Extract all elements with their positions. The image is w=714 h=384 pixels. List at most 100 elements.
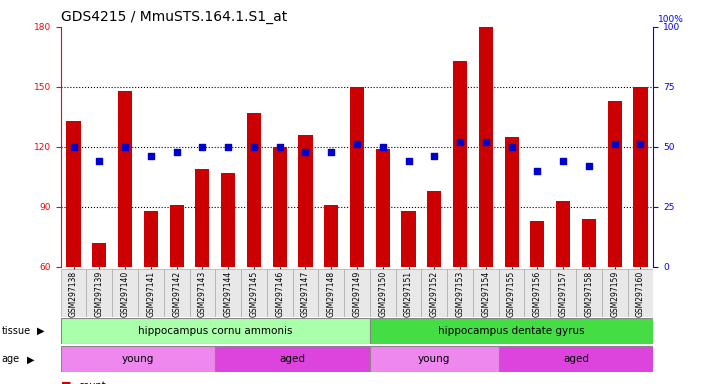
Point: [274, 144, 286, 150]
Point: [558, 158, 569, 164]
Bar: [196, 169, 209, 267]
FancyBboxPatch shape: [473, 269, 498, 317]
FancyBboxPatch shape: [447, 269, 473, 317]
FancyBboxPatch shape: [498, 346, 653, 372]
FancyBboxPatch shape: [112, 269, 138, 317]
FancyBboxPatch shape: [421, 269, 447, 317]
FancyBboxPatch shape: [61, 318, 370, 344]
Point: [351, 141, 363, 147]
FancyBboxPatch shape: [61, 269, 86, 317]
Text: GSM297152: GSM297152: [430, 271, 439, 317]
Text: GSM297150: GSM297150: [378, 271, 387, 318]
Text: young: young: [122, 354, 154, 364]
FancyBboxPatch shape: [576, 269, 602, 317]
Point: [428, 154, 440, 160]
Bar: [221, 173, 235, 267]
Text: GSM297153: GSM297153: [456, 271, 465, 318]
Text: GSM297157: GSM297157: [558, 271, 568, 318]
Point: [300, 149, 311, 155]
FancyBboxPatch shape: [61, 346, 216, 372]
Point: [454, 139, 466, 145]
FancyBboxPatch shape: [267, 269, 293, 317]
Bar: [582, 219, 596, 267]
FancyBboxPatch shape: [370, 346, 498, 372]
FancyBboxPatch shape: [498, 269, 525, 317]
Bar: [66, 121, 81, 267]
Point: [68, 144, 79, 150]
Text: tissue: tissue: [1, 326, 31, 336]
Bar: [118, 91, 132, 267]
Bar: [479, 25, 493, 267]
Text: GSM297142: GSM297142: [172, 271, 181, 317]
FancyBboxPatch shape: [216, 269, 241, 317]
Text: GSM297154: GSM297154: [481, 271, 491, 318]
Text: GSM297155: GSM297155: [507, 271, 516, 318]
FancyBboxPatch shape: [344, 269, 370, 317]
FancyBboxPatch shape: [396, 269, 421, 317]
Point: [532, 168, 543, 174]
Text: GSM297148: GSM297148: [327, 271, 336, 317]
Point: [635, 141, 646, 147]
Point: [480, 139, 491, 145]
Point: [403, 158, 414, 164]
Text: GSM297160: GSM297160: [636, 271, 645, 318]
Point: [145, 154, 156, 160]
Point: [223, 144, 234, 150]
Text: GSM297151: GSM297151: [404, 271, 413, 317]
Text: ■: ■: [61, 381, 71, 384]
Bar: [505, 137, 518, 267]
Text: GSM297149: GSM297149: [353, 271, 361, 318]
Bar: [401, 211, 416, 267]
Bar: [298, 135, 313, 267]
Bar: [273, 147, 287, 267]
Bar: [247, 113, 261, 267]
FancyBboxPatch shape: [370, 318, 653, 344]
Text: GDS4215 / MmuSTS.164.1.S1_at: GDS4215 / MmuSTS.164.1.S1_at: [61, 10, 287, 23]
Text: GSM297158: GSM297158: [584, 271, 593, 317]
Text: aged: aged: [280, 354, 306, 364]
Text: GSM297138: GSM297138: [69, 271, 78, 317]
Point: [196, 144, 208, 150]
FancyBboxPatch shape: [525, 269, 550, 317]
Bar: [531, 221, 545, 267]
Point: [609, 141, 620, 147]
Bar: [633, 87, 648, 267]
Point: [171, 149, 182, 155]
Text: ▶: ▶: [27, 354, 35, 364]
FancyBboxPatch shape: [216, 346, 370, 372]
Bar: [144, 211, 158, 267]
Bar: [556, 201, 570, 267]
Text: GSM297159: GSM297159: [610, 271, 619, 318]
Text: count: count: [79, 381, 106, 384]
Text: hippocampus dentate gyrus: hippocampus dentate gyrus: [438, 326, 585, 336]
FancyBboxPatch shape: [164, 269, 189, 317]
Text: aged: aged: [563, 354, 589, 364]
FancyBboxPatch shape: [86, 269, 112, 317]
FancyBboxPatch shape: [293, 269, 318, 317]
Bar: [376, 149, 390, 267]
Text: GSM297147: GSM297147: [301, 271, 310, 318]
Text: young: young: [418, 354, 451, 364]
Text: hippocampus cornu ammonis: hippocampus cornu ammonis: [138, 326, 293, 336]
FancyBboxPatch shape: [628, 269, 653, 317]
FancyBboxPatch shape: [370, 269, 396, 317]
FancyBboxPatch shape: [189, 269, 216, 317]
Text: GSM297144: GSM297144: [223, 271, 233, 318]
Point: [248, 144, 260, 150]
Bar: [453, 61, 467, 267]
Bar: [427, 191, 441, 267]
Text: GSM297139: GSM297139: [95, 271, 104, 318]
Bar: [169, 205, 183, 267]
Point: [119, 144, 131, 150]
Bar: [350, 87, 364, 267]
Text: 100%: 100%: [658, 15, 683, 24]
Text: GSM297145: GSM297145: [249, 271, 258, 318]
Text: GSM297146: GSM297146: [275, 271, 284, 318]
FancyBboxPatch shape: [602, 269, 628, 317]
Bar: [608, 101, 622, 267]
Text: GSM297143: GSM297143: [198, 271, 207, 318]
FancyBboxPatch shape: [318, 269, 344, 317]
Text: GSM297140: GSM297140: [121, 271, 130, 318]
Bar: [324, 205, 338, 267]
Text: ▶: ▶: [37, 326, 45, 336]
